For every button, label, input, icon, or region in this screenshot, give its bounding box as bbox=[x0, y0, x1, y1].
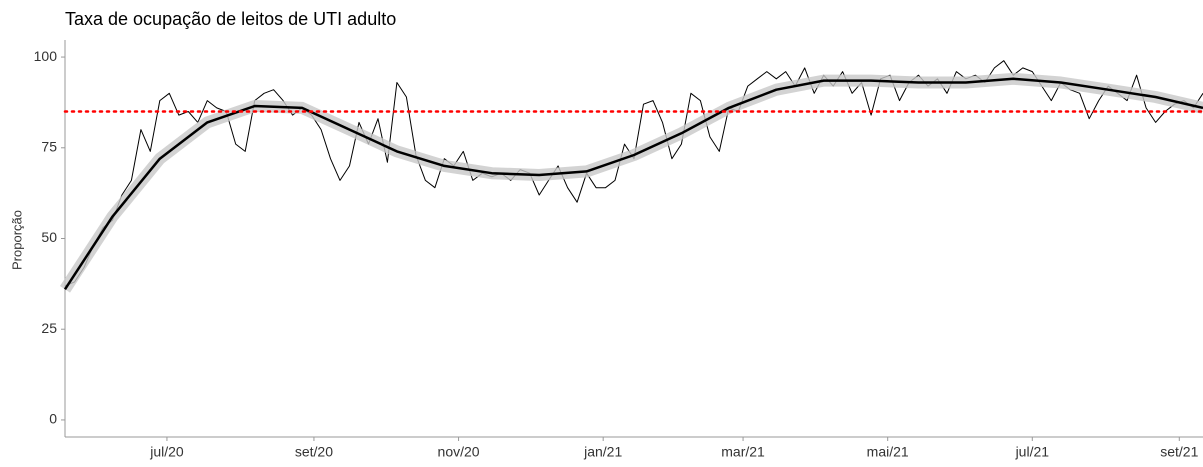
y-tick-label: 100 bbox=[34, 48, 58, 64]
x-tick-label: nov/20 bbox=[438, 444, 480, 460]
y-tick-label: 25 bbox=[41, 320, 57, 336]
x-tick-label: set/20 bbox=[295, 444, 333, 460]
series-line bbox=[63, 77, 1203, 290]
x-tick-label: jul/20 bbox=[149, 444, 184, 460]
x-tick-label: jan/21 bbox=[583, 444, 622, 460]
x-tick-label: mai/21 bbox=[867, 444, 909, 460]
chart-title: Taxa de ocupação de leitos de UTI adulto bbox=[65, 9, 396, 29]
series-line bbox=[64, 60, 1203, 287]
y-tick-label: 50 bbox=[41, 229, 57, 245]
y-axis-label: Proporção bbox=[9, 210, 24, 270]
x-tick-label: set/21 bbox=[1160, 444, 1198, 460]
y-tick-label: 75 bbox=[41, 138, 57, 154]
x-tick-label: jul/21 bbox=[1015, 444, 1050, 460]
x-tick-label: mar/21 bbox=[721, 444, 765, 460]
y-tick-label: 0 bbox=[49, 411, 57, 427]
